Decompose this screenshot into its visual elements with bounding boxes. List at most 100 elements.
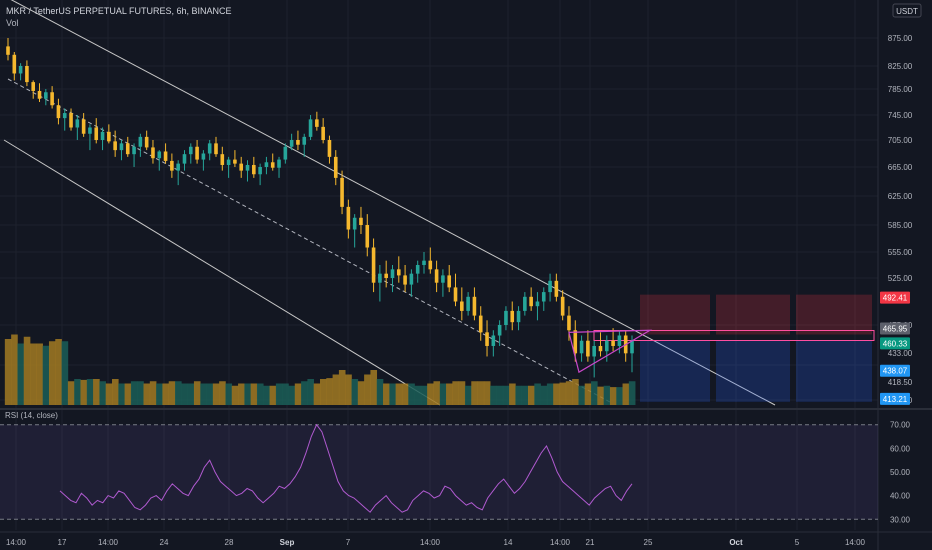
volume-bar-6 [42,345,50,405]
volume-bar-15 [99,381,106,405]
volume-bar-10 [67,381,75,405]
price-label-box-stop [880,392,910,405]
candle-body-25 [163,151,168,161]
candle-body-21 [138,136,143,147]
volume-bar-69 [439,383,447,405]
volume-bar-26 [168,381,176,405]
time-tick-13: 5 [795,538,800,547]
volume-bar-38 [244,383,251,405]
volume-bar-88 [559,382,567,405]
candle-body-87 [554,280,559,297]
candle-body-29 [188,146,193,155]
time-tick-8: 14 [504,538,513,547]
volume-bar-36 [231,385,239,405]
volume-bar-54 [345,374,352,405]
position-zones [593,294,875,402]
candle-body-1 [12,54,17,74]
volume-bar-60 [383,383,390,405]
time-axis[interactable]: 14:00 17 14:00 24 28 Sep 7 14:00 14 14:00 21 25 Oct 5… [6,538,866,547]
candle-body-34 [220,154,225,165]
candle-body-13 [88,127,92,134]
volume-bar-59 [376,379,384,405]
volume-bar-33 [212,383,220,405]
candle-body-36 [233,159,237,164]
rsi-tick-1: 60.00 [890,444,911,453]
candle-body-49 [315,119,319,127]
candle-body-69 [441,275,445,283]
volume-bar-35 [225,383,233,405]
volume-bar-66 [420,385,428,405]
price-axis[interactable]: 92875.00825.00785.00745.00705.00665.0062… [888,10,913,405]
volume-bar-73 [464,385,472,405]
price-label-entry-upper: 465.95 [883,324,908,333]
price-label-box-target [880,291,910,304]
symbol-title[interactable]: MKR / TetherUS PERPETUAL FUTURES, 6h, BI… [6,6,232,16]
price-label-target: 492.41 [883,294,908,303]
candle-body-0 [6,46,10,55]
volume-bar-47 [301,381,308,405]
candle-body-94 [598,345,603,352]
channel-lower-line [3,139,441,406]
time-tick-6: 7 [346,538,351,547]
candle-body-65 [415,265,420,274]
price-tick-3: 785.00 [888,85,913,94]
volume-bar-13 [86,379,94,405]
candle-body-95 [604,340,609,352]
candle-body-22 [144,136,149,148]
candle-body-6 [44,92,48,99]
candle-body-90 [573,330,578,354]
volume-bar-51 [326,378,333,405]
volume-bar-87 [553,383,560,405]
stop-zone-2 [796,340,872,402]
volume-bar-71 [452,381,459,405]
candle-body-92 [586,340,590,357]
volume-indicator-label[interactable]: Vol [6,18,19,28]
price-tick-8: 585.00 [888,221,913,230]
rsi-tick-2: 50.00 [890,468,911,477]
volume-bar-28 [181,383,188,405]
time-tick-14: 14:00 [845,538,866,547]
candle-body-42 [270,162,275,168]
currency-badge[interactable] [892,3,922,18]
price-tick-1: 875.00 [888,34,913,43]
volume-bar-93 [591,381,598,405]
volume-bar-64 [408,383,415,405]
candle-body-75 [478,315,483,333]
candle-body-79 [504,310,508,325]
price-tick-13: 418.50 [888,378,913,387]
candle-body-17 [113,141,117,151]
volume-bar-99 [628,381,636,405]
time-tick-4: 28 [225,538,234,547]
candle-body-86 [548,280,552,293]
candle-body-43 [277,159,281,168]
volume-bar-84 [534,383,541,405]
target-zone-1 [716,294,790,335]
price-labels: 492.41 465.95 460.33 438.07 413.21 [880,291,910,405]
candle-body-50 [321,126,325,140]
volume-bar-85 [540,385,548,405]
volume-bar-3 [23,336,31,405]
candle-body-91 [579,340,584,354]
time-tick-2: 14:00 [98,538,119,547]
candle-body-71 [453,287,458,302]
candle-body-7 [50,92,54,106]
time-tick-3: 24 [160,538,169,547]
rsi-label[interactable]: RSI (14, close) [5,411,58,420]
candle-body-44 [283,146,288,160]
volume-bar-25 [162,383,170,405]
stop-zone-1 [716,340,790,402]
volume-bar-48 [307,379,314,405]
volume-bar-30 [193,381,201,405]
candle-body-31 [201,153,206,160]
candle-body-4 [31,82,36,91]
time-tick-5: Sep [280,538,295,547]
candle-body-61 [390,269,395,278]
volume-bar-70 [446,383,453,405]
candle-body-11 [75,119,80,128]
candle-body-32 [207,143,212,154]
candle-body-41 [264,162,269,167]
price-label-box-entry-upper [880,322,910,335]
volume-bar-76 [483,381,491,405]
candle-body-37 [239,163,244,171]
